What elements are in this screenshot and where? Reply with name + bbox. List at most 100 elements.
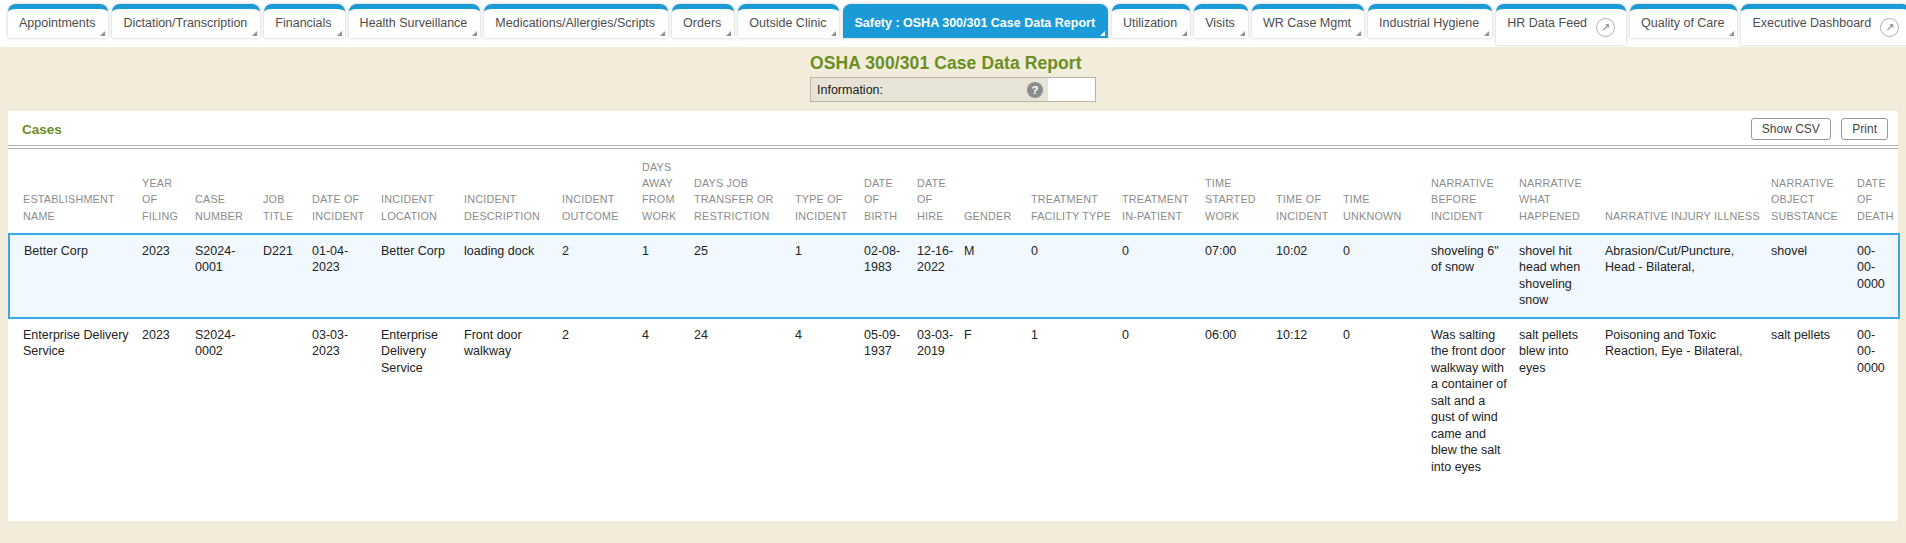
chevron-down-icon (1100, 31, 1105, 36)
tab-label: Utilization (1123, 16, 1177, 30)
chevron-down-icon (472, 31, 477, 36)
table-cell: Abrasion/Cut/Puncture, Head - Bilateral, (1605, 234, 1771, 318)
cases-title: Cases (22, 122, 62, 137)
help-icon[interactable]: ? (1027, 82, 1043, 98)
table-cell: 0 (1122, 234, 1205, 318)
table-cell: S2024-0001 (195, 234, 263, 318)
table-body: Better Corp2023S2024-0001D22101-04-2023B… (9, 234, 1899, 484)
tab-label: Financials (275, 16, 331, 30)
table-cell: 2023 (142, 234, 195, 318)
table-cell: Was salting the front door walkway with … (1431, 318, 1519, 484)
tab-label: Executive Dashboard (1752, 16, 1871, 30)
chevron-down-icon (100, 31, 105, 36)
table-cell: Better Corp (9, 234, 142, 318)
tab-executive-dashboard[interactable]: Executive Dashboard ↗ (1741, 4, 1906, 45)
tab-label: WR Case Mgmt (1263, 16, 1351, 30)
chevron-down-icon (831, 31, 836, 36)
tab-outside-clinic[interactable]: Outside Clinic (738, 4, 839, 38)
tab-quality-of-care[interactable]: Quality of Care (1630, 4, 1737, 38)
print-button[interactable]: Print (1841, 118, 1888, 140)
tab-utilization[interactable]: Utilization (1112, 4, 1190, 38)
table-cell: 2023 (142, 318, 195, 484)
table-cell (263, 318, 312, 484)
table-cell: 1 (795, 234, 864, 318)
table-cell: D221 (263, 234, 312, 318)
table-cell: shovel hit head when shoveling snow (1519, 234, 1605, 318)
table-cell: 0 (1031, 234, 1122, 318)
external-link-icon[interactable]: ↗ (1596, 18, 1615, 37)
table-cell: Better Corp (381, 234, 464, 318)
table-cell: 07:00 (1205, 234, 1276, 318)
table-cell: Enterprise Delivery Service (9, 318, 142, 484)
page-body: OSHA 300/301 Case Data Report Informatio… (0, 53, 1906, 521)
tab-appointments[interactable]: Appointments (8, 4, 108, 38)
table-cell: 2 (562, 234, 642, 318)
column-header-incident-outcome: INCIDENT OUTCOME (562, 149, 642, 234)
column-header-establishment-name: ESTABLISHMENT NAME (9, 149, 142, 234)
tab-hr-data-feed[interactable]: HR Data Feed ↗ (1496, 4, 1626, 45)
column-header-time-started-work: TIME STARTED WORK (1205, 149, 1276, 234)
table-cell: 05-09-1937 (864, 318, 917, 484)
tab-label: Industrial Hygiene (1379, 16, 1479, 30)
table-cell: 02-08-1983 (864, 234, 917, 318)
tab-industrial-hygiene[interactable]: Industrial Hygiene (1368, 4, 1492, 38)
tab-visits[interactable]: Visits (1194, 4, 1248, 38)
cases-table: ESTABLISHMENT NAMEYEAR OF FILINGCASE NUM… (8, 149, 1900, 483)
table-row[interactable]: Better Corp2023S2024-0001D22101-04-2023B… (9, 234, 1899, 318)
table-cell: 03-03-2023 (312, 318, 381, 484)
table-cell: 0 (1343, 318, 1431, 484)
tab-financials[interactable]: Financials (264, 4, 344, 38)
column-header-narrative-injury-illness: NARRATIVE INJURY ILLNESS (1605, 149, 1771, 234)
external-link-icon[interactable]: ↗ (1880, 18, 1899, 37)
table-cell: salt pellets (1771, 318, 1857, 484)
table-cell: 03-03-2019 (917, 318, 964, 484)
chevron-down-icon (660, 31, 665, 36)
table-header-row: ESTABLISHMENT NAMEYEAR OF FILINGCASE NUM… (9, 149, 1899, 234)
table-cell: 1 (642, 234, 694, 318)
column-header-days-job-transfer-or-restriction: DAYS JOB TRANSFER OR RESTRICTION (694, 149, 795, 234)
column-header-date-of-death: DATE OF DEATH (1857, 149, 1899, 234)
table-cell: S2024-0002 (195, 318, 263, 484)
tab-label: Safety : OSHA 300/301 Case Data Report (854, 16, 1095, 30)
tab-medications-allergies-scripts[interactable]: Medications/Allergies/Scripts (484, 4, 668, 38)
tab-dictation-transcription[interactable]: Dictation/Transcription (112, 4, 260, 38)
table-cell: 25 (694, 234, 795, 318)
column-header-incident-location: INCIDENT LOCATION (381, 149, 464, 234)
information-bar[interactable]: Information: ? (810, 77, 1096, 102)
table-row[interactable]: Enterprise Delivery Service2023S2024-000… (9, 318, 1899, 484)
column-header-gender: GENDER (964, 149, 1031, 234)
table-cell: Enterprise Delivery Service (381, 318, 464, 484)
column-header-date-of-hire: DATE OF HIRE (917, 149, 964, 234)
chevron-down-icon (1729, 31, 1734, 36)
table-cell: M (964, 234, 1031, 318)
tab-safety-osha-300-301-case-data-report[interactable]: Safety : OSHA 300/301 Case Data Report (843, 4, 1108, 38)
cases-panel: Cases Show CSV Print ESTABLISHMENT NAMEY… (8, 111, 1898, 521)
tab-label: Health Surveillance (360, 16, 468, 30)
chevron-down-icon (1484, 31, 1489, 36)
table-cell: 1 (1031, 318, 1122, 484)
table-cell: 12-16-2022 (917, 234, 964, 318)
table-cell: 00-00-0000 (1857, 234, 1899, 318)
page-title: OSHA 300/301 Case Data Report (810, 53, 1096, 74)
show-csv-button[interactable]: Show CSV (1751, 118, 1831, 140)
tab-health-surveillance[interactable]: Health Surveillance (349, 4, 481, 38)
tab-label: HR Data Feed (1507, 16, 1587, 30)
tab-wr-case-mgmt[interactable]: WR Case Mgmt (1252, 4, 1364, 38)
table-cell: loading dock (464, 234, 562, 318)
table-cell: 00-00-0000 (1857, 318, 1899, 484)
tab-orders[interactable]: Orders (672, 4, 734, 38)
chevron-down-icon (1182, 31, 1187, 36)
tab-label: Medications/Allergies/Scripts (495, 16, 655, 30)
chevron-down-icon (252, 31, 257, 36)
table-cell: shoveling 6" of snow (1431, 234, 1519, 318)
chevron-down-icon (337, 31, 342, 36)
table-cell: 10:12 (1276, 318, 1343, 484)
column-header-treatment-in-patient: TREATMENT IN-PATIENT (1122, 149, 1205, 234)
table-cell: Front door walkway (464, 318, 562, 484)
table-cell: 24 (694, 318, 795, 484)
tab-label: Visits (1205, 16, 1235, 30)
column-header-narrative-before-incident: NARRATIVE BEFORE INCIDENT (1431, 149, 1519, 234)
title-block: OSHA 300/301 Case Data Report Informatio… (810, 53, 1096, 102)
tab-label: Appointments (19, 16, 95, 30)
column-header-year-of-filing: YEAR OF FILING (142, 149, 195, 234)
